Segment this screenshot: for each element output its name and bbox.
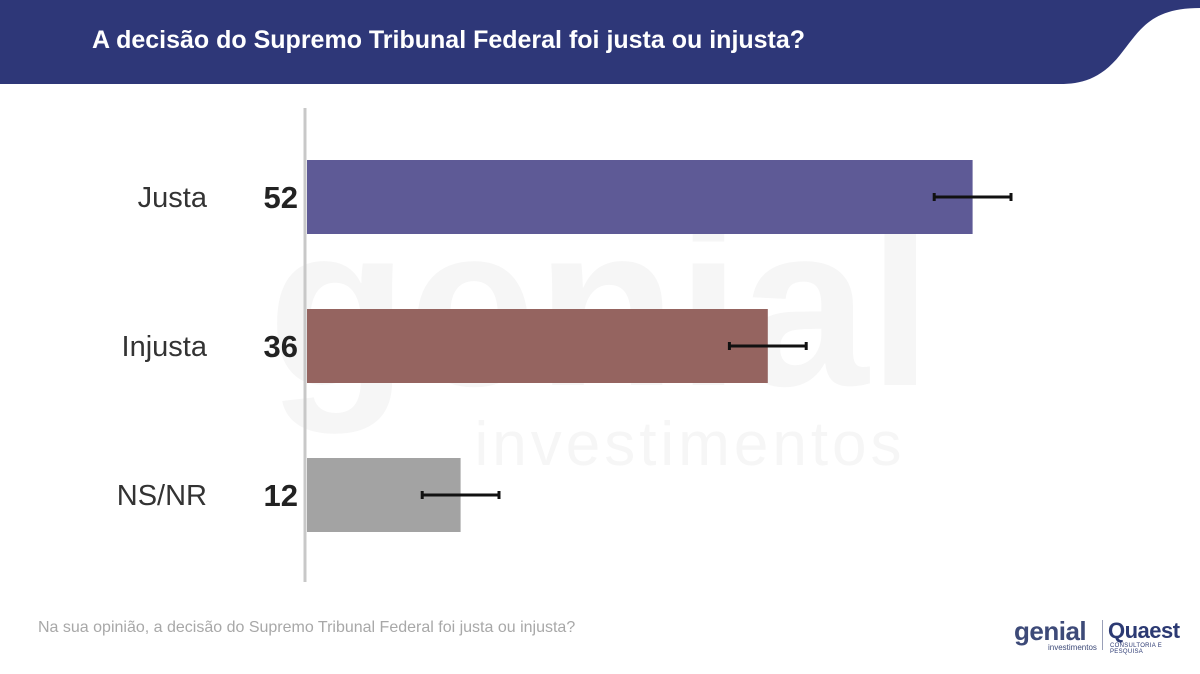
genial-logo-sub: investimentos	[1048, 643, 1097, 652]
value-label-injusta: 36	[264, 329, 298, 364]
value-label-ns-nr: 12	[264, 478, 298, 513]
header-bar: A decisão do Supremo Tribunal Federal fo…	[0, 0, 1200, 84]
quaest-logo-sub: CONSULTORIA E PESQUISA	[1110, 643, 1163, 655]
category-label-ns-nr: NS/NR	[117, 480, 207, 512]
value-label-justa: 52	[264, 180, 298, 215]
quaest-logo: Quaest	[1108, 618, 1180, 643]
bar-injusta	[307, 309, 768, 383]
genial-logo: genial	[1014, 616, 1087, 646]
survey-question: Na sua opinião, a decisão do Supremo Tri…	[38, 619, 576, 636]
bar-justa	[307, 160, 973, 234]
header-background	[0, 0, 1200, 84]
footer-logos: genial investimentos Quaest CONSULTORIA …	[1010, 614, 1180, 655]
category-label-justa: Justa	[138, 182, 208, 214]
category-label-injusta: Injusta	[122, 331, 208, 363]
chart-title: A decisão do Supremo Tribunal Federal fo…	[92, 26, 806, 54]
bars-group: Justa 52 Injusta 36 NS/NR 12	[117, 160, 1013, 532]
logo-divider	[1102, 620, 1103, 650]
bar-chart: Justa 52 Injusta 36 NS/NR 12	[117, 108, 1013, 582]
